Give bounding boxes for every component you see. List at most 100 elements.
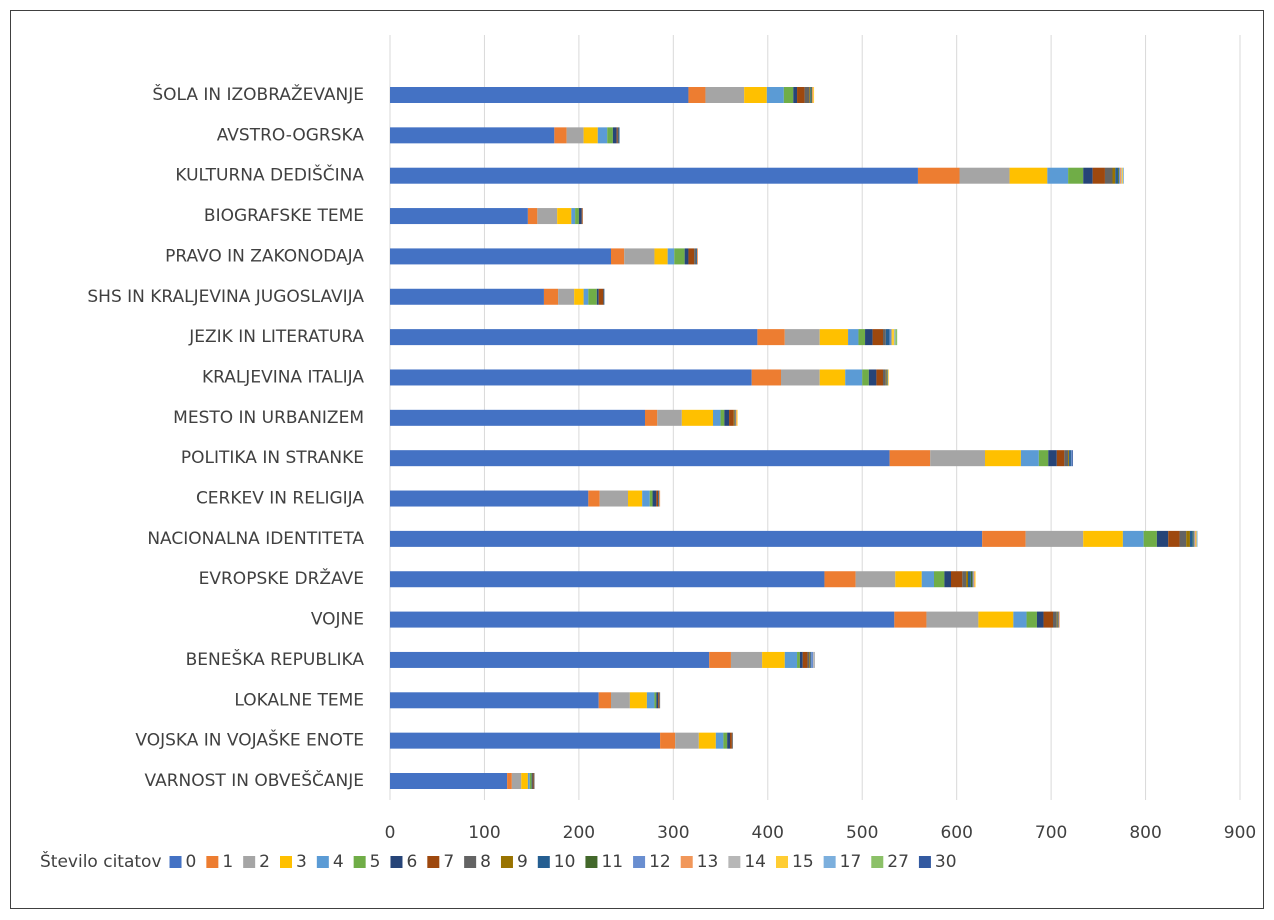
- bar-segment: [611, 692, 630, 709]
- bar-segment: [1020, 450, 1039, 467]
- bar-segment: [598, 288, 604, 305]
- bar-segment: [865, 329, 873, 346]
- bar-segment: [784, 329, 820, 346]
- y-tick-label: LOKALNE TEME: [234, 690, 364, 710]
- bar-segment: [930, 450, 985, 467]
- y-tick-label: VOJNE: [311, 610, 364, 630]
- bar-segment: [709, 651, 731, 668]
- bar-segment: [390, 611, 895, 628]
- bar-segment: [804, 87, 810, 103]
- legend-label: 17: [840, 852, 862, 872]
- bar-segment: [390, 773, 508, 789]
- bar-segment: [970, 571, 973, 588]
- bar-segment: [824, 571, 856, 588]
- y-tick-label: CERKEV IN RELIGIJA: [196, 489, 364, 509]
- bar-segment: [531, 773, 533, 789]
- bar-segment: [390, 288, 544, 305]
- bar-segment: [390, 490, 589, 507]
- legend-swatch: [728, 856, 741, 868]
- bar-segment: [533, 773, 535, 789]
- bar-segment: [658, 490, 660, 507]
- bar-segment: [527, 773, 530, 789]
- y-tick-label: MESTO IN URBANIZEM: [173, 408, 364, 428]
- bar-segment: [583, 288, 589, 305]
- bar-segment: [1168, 530, 1180, 547]
- bar-segment: [390, 450, 890, 467]
- bar-segment: [521, 773, 528, 789]
- bar-segment: [944, 571, 951, 588]
- bar-segment: [1143, 530, 1157, 547]
- bar-segment: [809, 87, 811, 103]
- bar-segment: [973, 571, 975, 588]
- bar-segment: [1121, 167, 1122, 184]
- bar-segment: [599, 490, 628, 507]
- bar-segment: [696, 248, 697, 265]
- bar-segment: [729, 409, 734, 426]
- bar-segment: [390, 329, 758, 346]
- bar-segment: [390, 87, 689, 103]
- bar-segment: [656, 692, 659, 709]
- bar-segment: [713, 409, 721, 426]
- bar-segment: [723, 732, 728, 749]
- bar-segment: [694, 248, 696, 265]
- bar-segment: [812, 87, 814, 103]
- bar-segment: [799, 651, 803, 668]
- legend-swatch: [537, 856, 550, 868]
- bar-segment: [527, 208, 538, 225]
- bar-segment: [1189, 530, 1193, 547]
- bar-segment: [558, 288, 575, 305]
- bar-segment: [611, 248, 625, 265]
- bar-segment: [1064, 450, 1069, 467]
- legend-label: 10: [554, 852, 576, 872]
- bar-segment: [733, 409, 735, 426]
- bar-segment: [566, 127, 584, 144]
- x-tick-label: 600: [940, 823, 972, 843]
- bar-segment: [807, 651, 810, 668]
- bar-segment: [674, 248, 685, 265]
- bar-segment: [883, 329, 886, 346]
- bar-segment: [1071, 450, 1073, 467]
- bar-segment: [574, 288, 584, 305]
- y-tick-label: KRALJEVINA ITALIJA: [202, 367, 364, 387]
- bar-segment: [891, 329, 895, 346]
- bar-segment: [390, 692, 599, 709]
- bar-segment: [845, 369, 863, 386]
- bar-segment: [1053, 611, 1057, 628]
- bar-segment: [1013, 611, 1027, 628]
- bar-segment: [1057, 611, 1059, 628]
- bar-segment: [1038, 450, 1049, 467]
- bar-segment: [1112, 167, 1116, 184]
- legend-label: 3: [296, 852, 307, 872]
- bar-segment: [781, 369, 820, 386]
- bar-segment: [616, 127, 618, 144]
- bar-segment: [972, 571, 974, 588]
- bar-segment: [751, 369, 781, 386]
- bar-segment: [886, 369, 888, 386]
- bar-segment: [1192, 530, 1194, 547]
- bar-segment: [390, 571, 825, 588]
- bar-segment: [554, 127, 567, 144]
- bar-segment: [603, 288, 605, 305]
- legend-label: 1: [222, 852, 233, 872]
- bar-segment: [612, 127, 617, 144]
- bar-segment: [734, 409, 736, 426]
- bar-segment: [876, 369, 883, 386]
- bar-segment: [889, 329, 892, 346]
- bar-segment: [982, 530, 1026, 547]
- bar-segment: [735, 409, 737, 426]
- legend-label: 0: [186, 852, 197, 872]
- bar-segment: [1026, 611, 1037, 628]
- legend-label: 7: [443, 852, 454, 872]
- bar-segment: [819, 369, 846, 386]
- bar-segment: [966, 571, 968, 588]
- legend-swatch: [353, 856, 366, 868]
- bar-segment: [656, 490, 659, 507]
- bar-segment: [390, 167, 918, 184]
- bar-segment: [978, 611, 1014, 628]
- bar-segment: [557, 208, 572, 225]
- bar-segment: [766, 87, 784, 103]
- bar-segment: [720, 409, 725, 426]
- legend-swatch: [390, 856, 403, 868]
- bar-segment: [1104, 167, 1113, 184]
- bar-segment: [968, 571, 971, 588]
